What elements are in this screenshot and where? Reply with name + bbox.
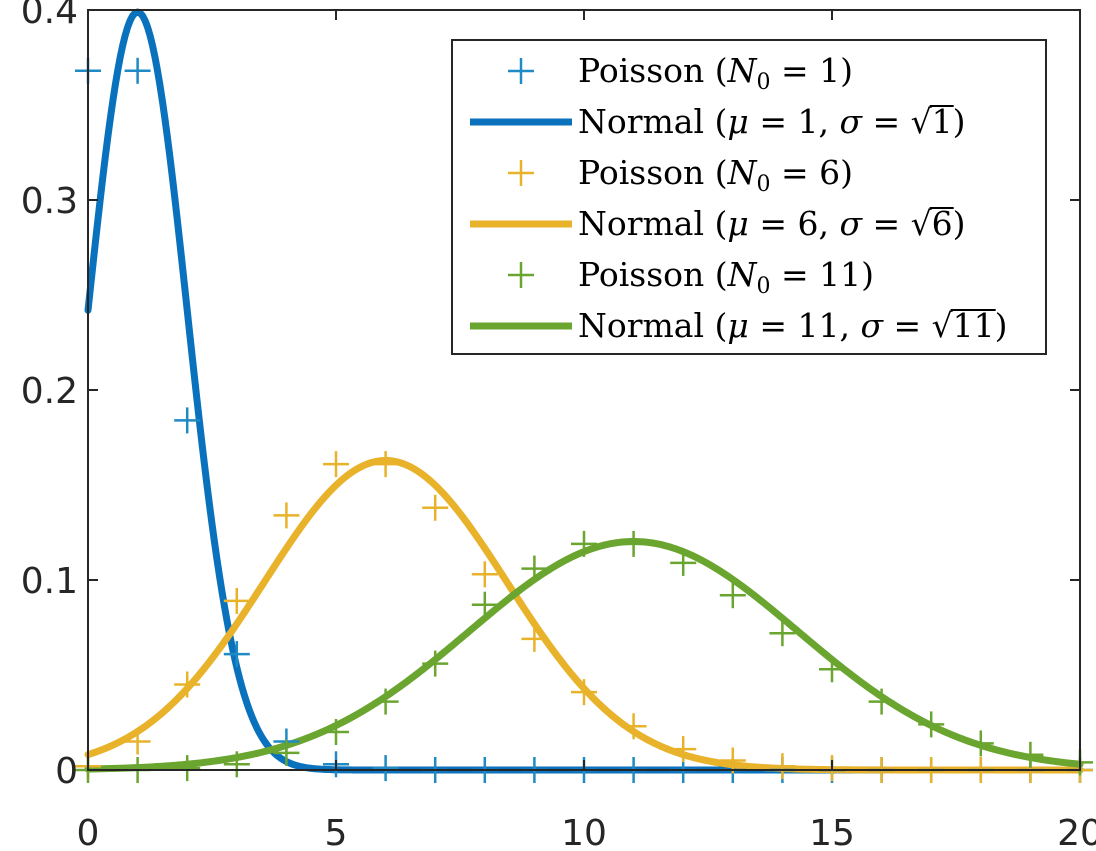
legend-entry: Normal (μ = 1, σ = √1): [470, 102, 966, 141]
series-4-marker: [1017, 741, 1044, 768]
x-tick-label: 0: [77, 813, 100, 851]
series-2-marker: [769, 753, 796, 780]
series-4-marker: [819, 656, 845, 683]
series-4-marker: [571, 530, 597, 557]
legend-entry: Normal (μ = 11, σ = √11): [470, 306, 1008, 345]
series-4-marker: [868, 688, 895, 715]
y-tick-label: 0: [55, 751, 78, 792]
series-2-marker: [521, 625, 548, 652]
y-tick-label: 0.4: [21, 0, 78, 32]
series-0-marker: [223, 641, 250, 668]
y-tick-label: 0.2: [21, 371, 78, 412]
series-4-marker: [670, 549, 697, 576]
series-2-marker: [471, 561, 498, 588]
series-2-marker: [273, 502, 300, 529]
series-2-marker: [174, 671, 201, 698]
y-tick-label: 0.3: [21, 181, 78, 222]
legend-label: Poisson (N0 = 11): [578, 255, 874, 299]
series-2-marker: [323, 451, 349, 478]
series-4-marker: [967, 730, 994, 757]
series-0-marker: [174, 407, 201, 434]
series-2-marker: [620, 713, 647, 740]
series-0-marker: [124, 57, 151, 84]
series-4-marker: [273, 739, 300, 766]
series-4-marker: [223, 751, 250, 778]
legend-label: Normal (μ = 1, σ = √1): [578, 102, 966, 141]
legend-entry: Poisson (N0 = 11): [508, 255, 874, 299]
series-4-marker: [422, 650, 449, 677]
series-4-marker: [323, 719, 349, 745]
x-tick-label: 5: [325, 813, 348, 851]
legend-box: [451, 39, 1047, 355]
legend-label: Poisson (N0 = 6): [578, 153, 853, 197]
series-2-marker: [372, 451, 399, 478]
series-4-marker: [174, 755, 201, 782]
legend-label: Poisson (N0 = 1): [578, 51, 853, 95]
ticks-layer: 0 5 10 15 20 0 0.1 0.2 0.3 0.4: [21, 0, 1096, 851]
legend-label: Normal (μ = 11, σ = √11): [578, 306, 1008, 345]
series-4-marker: [769, 620, 796, 647]
x-tick-label: 15: [809, 813, 855, 851]
legend-entry: Poisson (N0 = 1): [508, 51, 853, 95]
x-tick-label: 10: [561, 813, 607, 851]
series-0-marker: [372, 755, 399, 782]
series-2-marker: [223, 587, 250, 614]
series-2-marker: [670, 736, 697, 763]
legend-entry: Normal (μ = 6, σ = √6): [470, 204, 966, 243]
series-2-marker: [124, 728, 151, 755]
legend-label: Normal (μ = 6, σ = √6): [578, 204, 966, 243]
series-4-marker: [471, 591, 498, 618]
series-4-marker: [372, 688, 399, 715]
series-2-marker: [422, 494, 449, 521]
series-4-marker: [521, 555, 548, 582]
series-2-marker: [571, 679, 597, 706]
legend: Poisson (N0 = 1) Normal (μ = 1, σ = √1) Po…: [451, 39, 1047, 355]
series-4-marker: [620, 530, 647, 557]
x-tick-label: 20: [1057, 813, 1096, 851]
y-tick-label: 0.1: [21, 561, 78, 602]
series-4-marker: [918, 711, 945, 738]
series-4-marker: [719, 582, 746, 609]
legend-entry: Poisson (N0 = 6): [508, 153, 853, 197]
